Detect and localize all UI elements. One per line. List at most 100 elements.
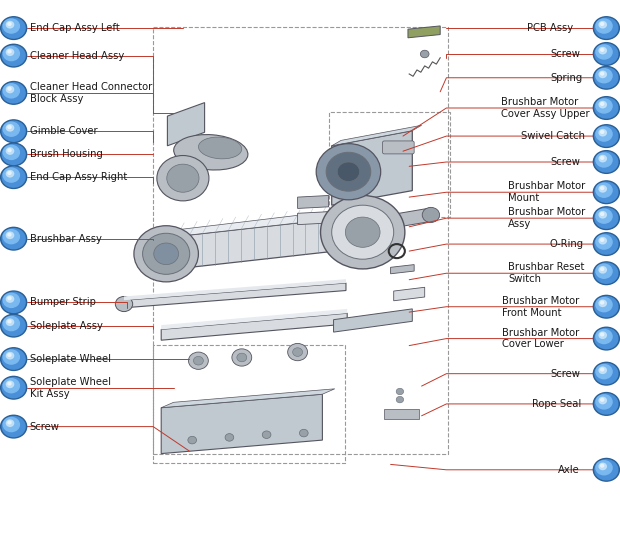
Text: Cleaner Head Connector
Block Assy: Cleaner Head Connector Block Assy: [30, 82, 152, 104]
Circle shape: [345, 217, 380, 247]
Circle shape: [601, 23, 604, 25]
Polygon shape: [161, 394, 322, 454]
Polygon shape: [167, 103, 205, 146]
Circle shape: [3, 19, 19, 33]
Circle shape: [593, 295, 619, 318]
Circle shape: [596, 209, 612, 223]
Circle shape: [3, 145, 19, 159]
Polygon shape: [391, 265, 414, 274]
Circle shape: [596, 99, 612, 113]
Circle shape: [599, 300, 606, 307]
Circle shape: [601, 301, 604, 304]
Circle shape: [595, 297, 618, 316]
Circle shape: [2, 46, 25, 65]
Circle shape: [596, 329, 612, 343]
Circle shape: [2, 316, 25, 335]
Circle shape: [299, 429, 308, 437]
Circle shape: [595, 68, 618, 87]
Circle shape: [601, 187, 604, 190]
Circle shape: [1, 82, 27, 104]
Circle shape: [115, 296, 133, 312]
Circle shape: [8, 233, 11, 236]
Bar: [384, 409, 418, 419]
Circle shape: [3, 316, 19, 330]
Circle shape: [6, 49, 14, 56]
Circle shape: [596, 69, 612, 83]
Circle shape: [8, 320, 11, 323]
Text: PCB Assy: PCB Assy: [527, 23, 573, 33]
Bar: [329, 112, 450, 217]
Text: Screw: Screw: [550, 157, 580, 167]
Circle shape: [601, 268, 604, 271]
Text: End Cap Assy Left: End Cap Assy Left: [30, 23, 120, 33]
Circle shape: [601, 464, 604, 467]
Circle shape: [599, 332, 606, 339]
Circle shape: [288, 343, 308, 361]
Circle shape: [262, 431, 271, 438]
Circle shape: [595, 208, 618, 228]
Circle shape: [601, 157, 604, 159]
Circle shape: [3, 46, 19, 60]
Text: O-Ring: O-Ring: [550, 239, 584, 249]
Circle shape: [593, 207, 619, 229]
Circle shape: [167, 164, 199, 192]
Circle shape: [2, 83, 25, 103]
Circle shape: [601, 368, 604, 371]
Circle shape: [188, 436, 197, 444]
Circle shape: [2, 145, 25, 164]
Circle shape: [8, 149, 11, 152]
Circle shape: [193, 356, 203, 365]
Circle shape: [3, 293, 19, 307]
Text: Brushbar Motor
Front Mount: Brushbar Motor Front Mount: [502, 296, 580, 318]
Circle shape: [143, 233, 190, 274]
Circle shape: [601, 239, 604, 241]
Circle shape: [593, 181, 619, 204]
Bar: [153, 27, 448, 454]
Circle shape: [599, 212, 606, 218]
Circle shape: [593, 393, 619, 415]
Circle shape: [596, 395, 612, 409]
Circle shape: [6, 125, 14, 131]
Text: Spring: Spring: [550, 73, 582, 83]
Circle shape: [154, 243, 179, 265]
Circle shape: [225, 434, 234, 441]
Polygon shape: [334, 309, 412, 332]
Circle shape: [332, 205, 394, 259]
Text: Screw: Screw: [30, 422, 60, 431]
Circle shape: [6, 420, 14, 427]
Circle shape: [2, 417, 25, 436]
Circle shape: [337, 162, 360, 181]
Circle shape: [593, 43, 619, 65]
Text: Brushbar Motor
Assy: Brushbar Motor Assy: [508, 207, 586, 229]
Circle shape: [599, 267, 606, 273]
Text: End Cap Assy Right: End Cap Assy Right: [30, 172, 127, 182]
Circle shape: [3, 122, 19, 136]
Circle shape: [6, 381, 14, 388]
Text: Rope Seal: Rope Seal: [532, 399, 581, 409]
Circle shape: [595, 364, 618, 383]
Circle shape: [3, 168, 19, 182]
Circle shape: [6, 171, 14, 177]
Polygon shape: [161, 313, 347, 340]
Polygon shape: [332, 125, 422, 146]
Circle shape: [593, 233, 619, 255]
Circle shape: [593, 17, 619, 39]
Polygon shape: [408, 26, 440, 38]
Circle shape: [601, 399, 604, 401]
Text: Brushbar Reset
Switch: Brushbar Reset Switch: [508, 262, 585, 284]
Circle shape: [2, 167, 25, 187]
Text: Bumper Strip: Bumper Strip: [30, 298, 95, 307]
Text: Brush Housing: Brush Housing: [30, 150, 103, 159]
Text: Swivel Catch: Swivel Catch: [521, 131, 585, 141]
Circle shape: [293, 348, 303, 356]
Circle shape: [1, 348, 27, 370]
Circle shape: [599, 22, 606, 28]
Circle shape: [596, 183, 612, 197]
Circle shape: [595, 234, 618, 254]
Text: Soleplate Assy: Soleplate Assy: [30, 321, 103, 330]
Circle shape: [3, 417, 19, 431]
Circle shape: [1, 17, 27, 39]
Circle shape: [595, 152, 618, 172]
Bar: [153, 345, 345, 463]
Circle shape: [593, 97, 619, 119]
